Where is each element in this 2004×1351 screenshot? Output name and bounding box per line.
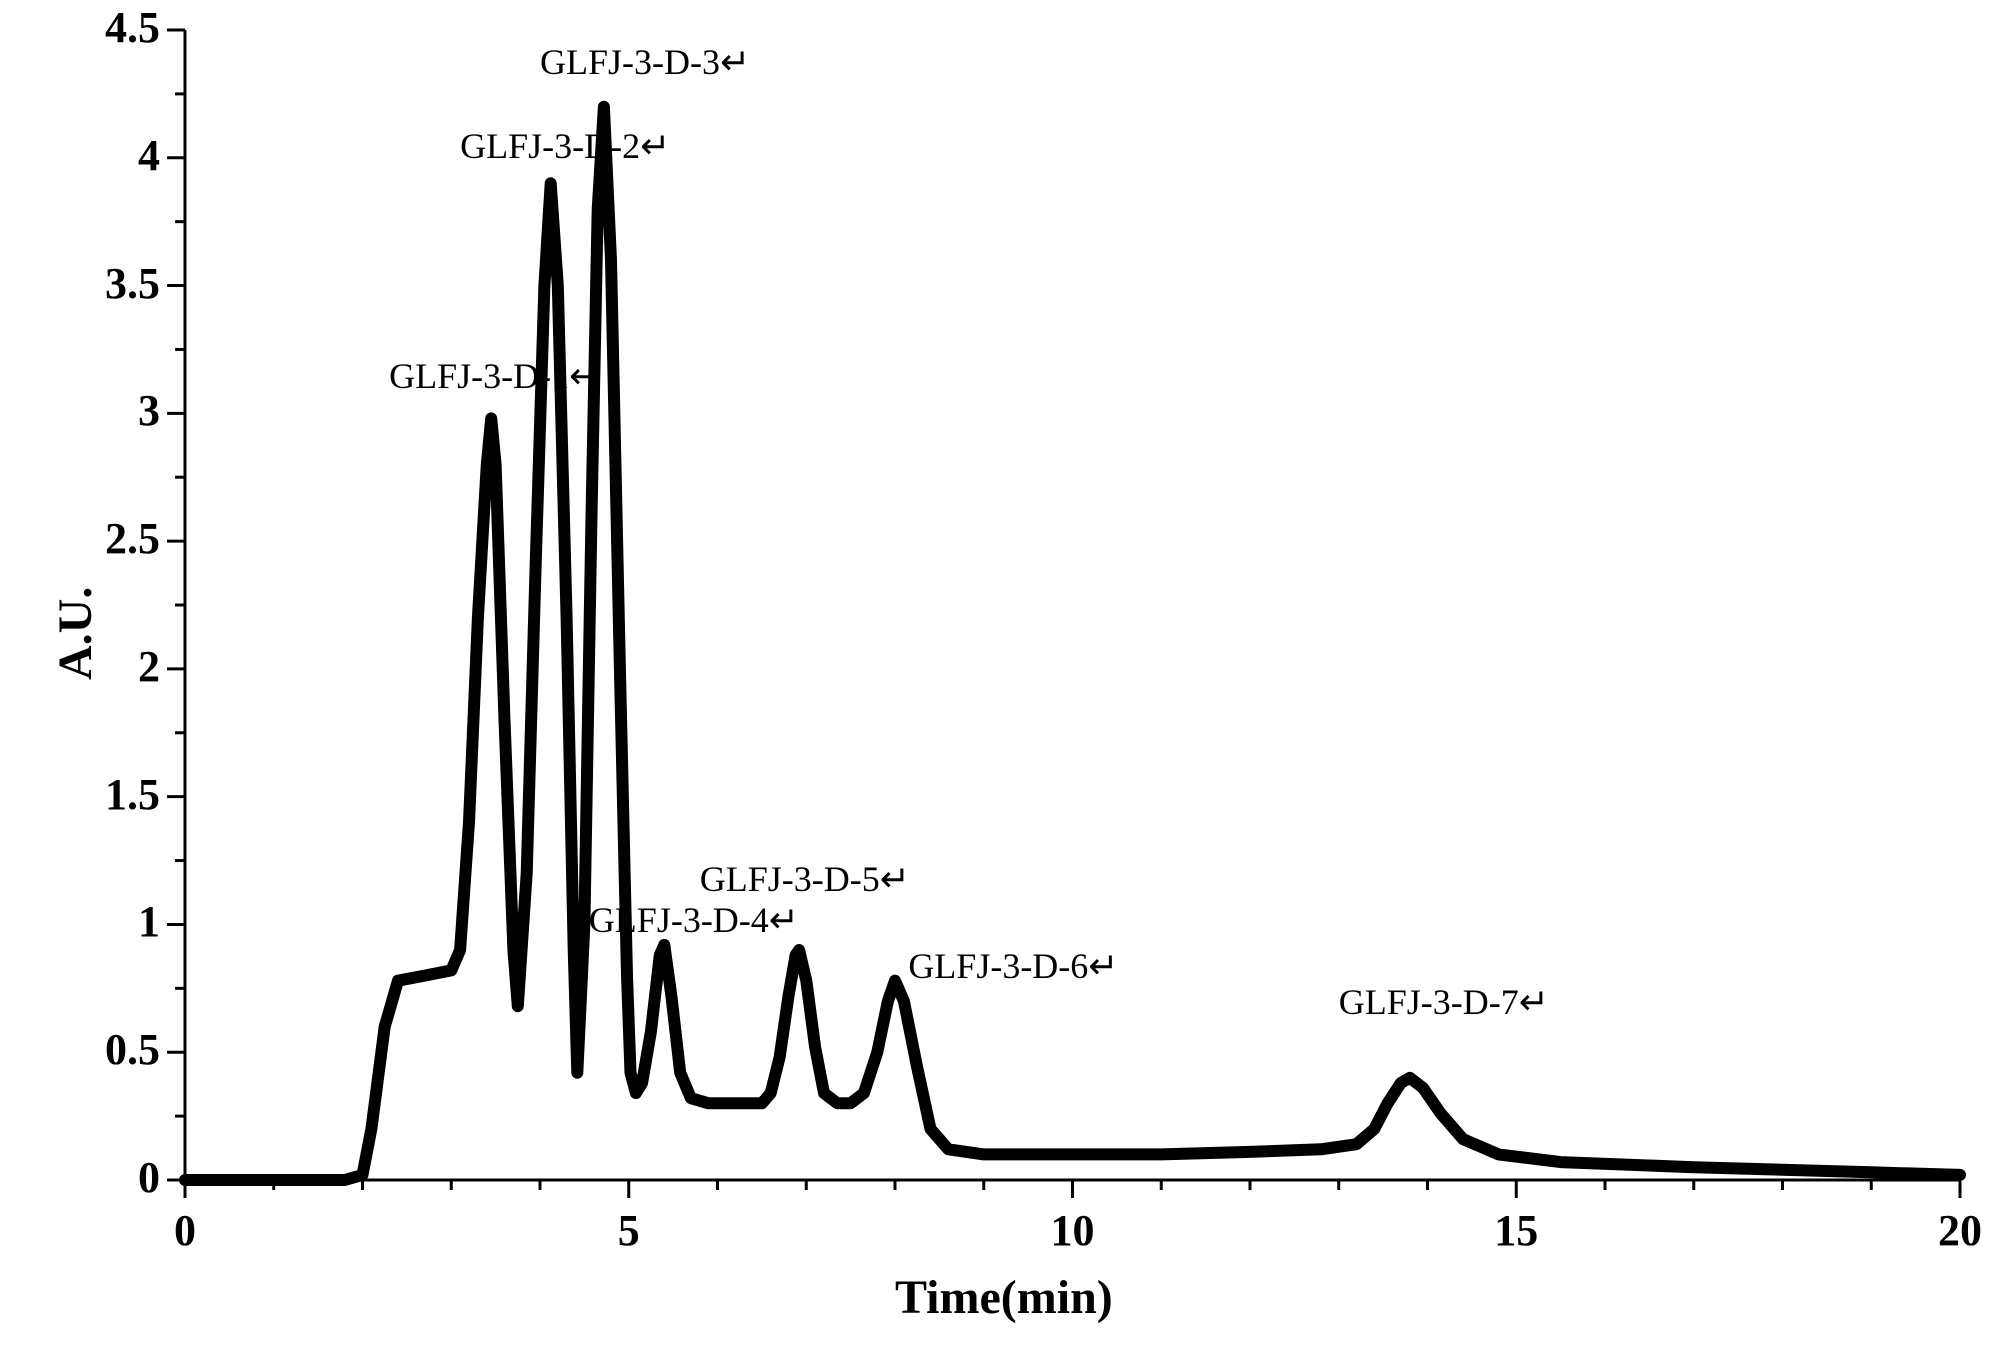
chart-svg [0, 0, 2004, 1351]
y-tick-label: 4.5 [70, 2, 160, 53]
y-tick-label: 2 [70, 641, 160, 692]
peak-label: GLFJ-3-D-6↵ [908, 945, 1118, 987]
peak-label: GLFJ-3-D-7↵ [1339, 981, 1549, 1023]
peak-label: GLFJ-3-D-4↵ [589, 899, 799, 941]
chromatogram-chart: A.U. Time(min) 0510152000.511.522.533.54… [0, 0, 2004, 1351]
y-tick-label: 2.5 [70, 513, 160, 564]
y-tick-label: 1 [70, 896, 160, 947]
x-tick-label: 20 [1920, 1205, 2000, 1256]
peak-label: GLFJ-3-D-1↵ [389, 355, 599, 397]
x-tick-label: 0 [145, 1205, 225, 1256]
x-tick-label: 10 [1033, 1205, 1113, 1256]
y-tick-label: 0.5 [70, 1024, 160, 1075]
x-axis-label: Time(min) [895, 1270, 1113, 1325]
y-tick-label: 1.5 [70, 769, 160, 820]
x-tick-label: 5 [589, 1205, 669, 1256]
x-tick-label: 15 [1476, 1205, 1556, 1256]
y-tick-label: 0 [70, 1152, 160, 1203]
y-tick-label: 4 [70, 130, 160, 181]
peak-label: GLFJ-3-D-2↵ [460, 125, 670, 167]
peak-label: GLFJ-3-D-5↵ [700, 858, 910, 900]
y-tick-label: 3 [70, 385, 160, 436]
y-tick-label: 3.5 [70, 258, 160, 309]
peak-label: GLFJ-3-D-3↵ [540, 41, 750, 83]
